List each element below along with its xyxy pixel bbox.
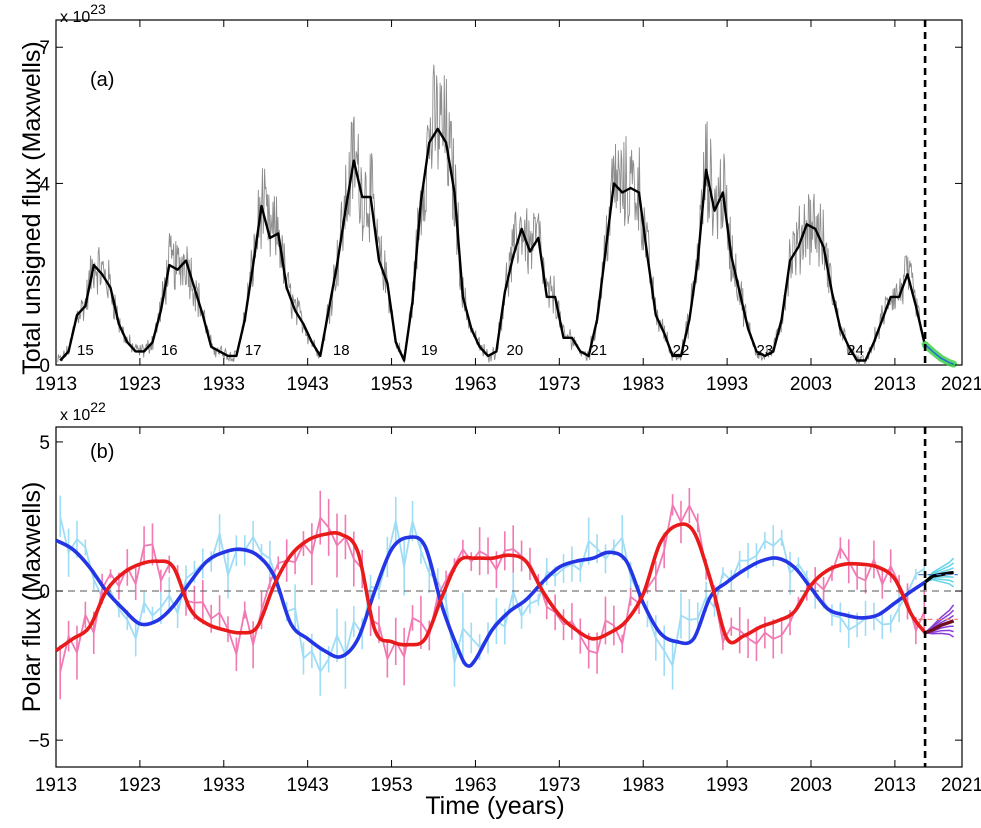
panel-a-monthly-series	[57, 64, 925, 366]
panel-b-xtick-label: 1943	[287, 775, 329, 796]
cycle-label: 23	[757, 342, 774, 359]
panel-b-xtick-label: 1923	[119, 775, 161, 796]
forecast-line	[924, 344, 954, 365]
panel-a-ytick-label: 4	[39, 174, 50, 195]
panel-a: 047 1913 1923 1933 1943 1953 1963 1973 1983 1993…	[18, 1, 981, 395]
panel-b-xtick-label: 1953	[370, 775, 412, 796]
panel-a-xtick-label: 1923	[119, 374, 161, 395]
panel-a-xtick-label: 1913	[35, 374, 77, 395]
panel-b-frame	[55, 426, 963, 768]
panel-b-xtick-label: 2013	[874, 775, 916, 796]
monthly-flux-trace	[57, 64, 925, 366]
panel-a-xtick-label: 1973	[538, 374, 580, 395]
panel-a-xtick-label: 1983	[622, 374, 664, 395]
panel-a-xtick-label: 1943	[287, 374, 329, 395]
panel-a-frame	[55, 19, 963, 366]
cycle-label: 16	[161, 342, 178, 359]
cycle-label: 17	[245, 342, 262, 359]
panel-b-ytick-label: 5	[39, 433, 50, 454]
cycle-label: 21	[590, 342, 607, 359]
forecast-south-ensemble	[925, 632, 954, 638]
panel-b-scale-label: x 1022	[60, 399, 106, 424]
panel-b-xtick-label: 1933	[203, 775, 245, 796]
cycle-label: 22	[673, 342, 690, 359]
panel-b-xtick-label: 1913	[35, 775, 77, 796]
panel-b-ylabel: Polar flux (Maxwells)	[18, 482, 46, 713]
cycle-label: 19	[421, 342, 438, 359]
panel-a-xtick-label: 1963	[454, 374, 496, 395]
panel-a-ytick-label: 0	[39, 356, 50, 377]
x-axis-label: Time (years)	[425, 792, 564, 820]
panel-b-ytick-label: 0	[39, 582, 50, 603]
panel-a-label: (a)	[90, 69, 114, 91]
panel-b-xtick-label: 1963	[454, 775, 496, 796]
panel-b: 5 0 −5 1913 1923 1933 1943 1953 1963 1973 1983 199…	[18, 399, 981, 820]
panel-a-xtick-label: 1993	[706, 374, 748, 395]
forecast-south-ensemble	[924, 604, 955, 634]
panel-a-xtick-label: 2013	[874, 374, 916, 395]
panel-a-scale-label: x 1023	[60, 1, 106, 26]
panel-b-xtick-label: 2003	[790, 775, 832, 796]
cycle-label: 24	[847, 342, 864, 359]
north-polar-flux-line	[55, 535, 927, 668]
panel-b-ytick-label: −5	[28, 731, 50, 752]
panel-b-xtick-label: 1993	[706, 775, 748, 796]
panel-a-xtick-label: 2021	[941, 374, 981, 395]
panel-b-xtick-label: 2021	[941, 775, 981, 796]
panel-a-xtick-label: 1933	[203, 374, 245, 395]
panel-a-ylabel: Total unsigned flux (Maxwells)	[18, 41, 46, 374]
panel-a-xtick-label: 2003	[790, 374, 832, 395]
panel-a-xtick-label: 1953	[370, 374, 412, 395]
cycle-label: 18	[333, 342, 350, 359]
north-annual-trace	[59, 516, 925, 674]
cycle-label: 20	[507, 342, 524, 359]
panel-b-xtick-label: 1983	[622, 775, 664, 796]
panel-a-ytick-label: 7	[39, 38, 50, 59]
south-annual-trace	[59, 501, 926, 673]
south-polar-flux-line	[54, 522, 927, 653]
panel-b-annual-series	[59, 487, 926, 700]
panel-b-xtick-label: 1973	[538, 775, 580, 796]
forecast-north-ensemble	[924, 557, 955, 583]
smoothed-flux-line	[59, 127, 926, 362]
panel-b-label: (b)	[90, 441, 114, 463]
cycle-label: 15	[77, 342, 94, 359]
forecast-south-line	[924, 619, 955, 635]
